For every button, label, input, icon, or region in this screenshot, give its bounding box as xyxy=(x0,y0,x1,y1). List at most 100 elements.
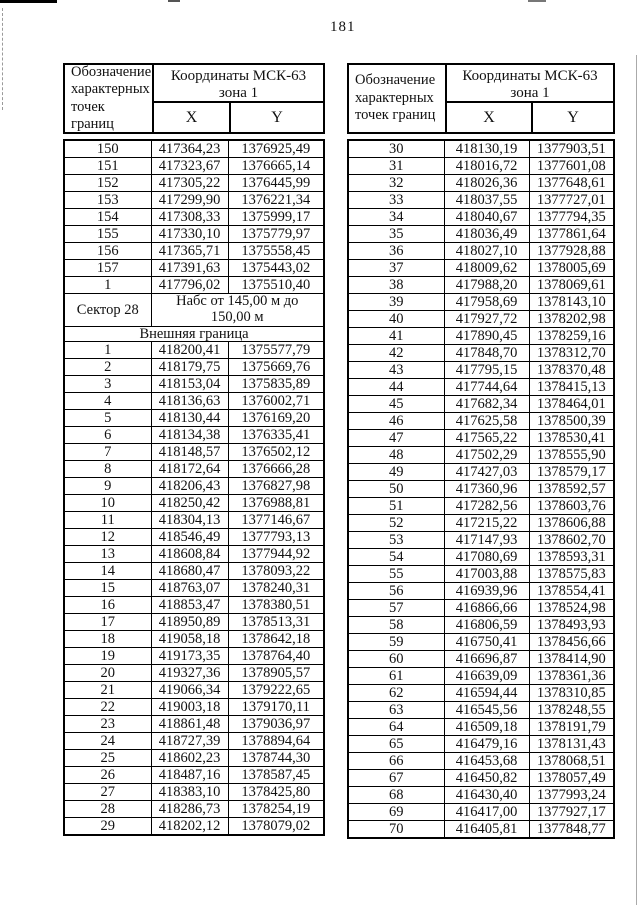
coord-x: 416939,96 xyxy=(443,582,530,600)
coord-x: 416453,68 xyxy=(443,752,530,770)
point-number: 47 xyxy=(347,429,445,447)
point-number: 20 xyxy=(63,664,152,683)
point-number: 150 xyxy=(63,139,152,158)
point-number: 44 xyxy=(347,378,445,396)
coord-x: 417330,10 xyxy=(150,225,229,243)
coord-x: 418206,43 xyxy=(150,477,229,496)
coord-x: 417360,96 xyxy=(443,480,530,498)
right-table-header: Обозначение характерных точек границ Коо… xyxy=(347,63,615,134)
point-number: 8 xyxy=(63,460,152,479)
section-header-row: Внешняя граница xyxy=(63,325,325,343)
right-table-body: 30 418130,19 1377903,51 31 418016,72 1377601,… xyxy=(347,139,615,839)
table-row: 21 419066,34 1379222,65 xyxy=(63,681,325,700)
table-row: 63 416545,56 1378248,55 xyxy=(347,701,615,719)
point-number: 64 xyxy=(347,718,445,736)
table-row: 39 417958,69 1378143,10 xyxy=(347,293,615,311)
coord-x: 417927,72 xyxy=(443,310,530,328)
table-row: 155 417330,10 1375779,97 xyxy=(63,225,325,243)
table-row: 56 416939,96 1378554,41 xyxy=(347,582,615,600)
page-number: 181 xyxy=(330,19,356,35)
coord-x: 418130,19 xyxy=(443,139,530,158)
coord-y: 1378254,19 xyxy=(227,800,325,819)
coord-x: 418763,07 xyxy=(150,579,229,598)
coord-x: 416405,81 xyxy=(443,820,530,839)
table-row: 28 418286,73 1378254,19 xyxy=(63,800,325,819)
coord-y: 1376925,49 xyxy=(227,139,325,158)
point-number: 155 xyxy=(63,225,152,243)
table-row: 68 416430,40 1377993,24 xyxy=(347,786,615,804)
coord-y: 1377848,77 xyxy=(528,820,615,839)
point-number: 35 xyxy=(347,225,445,243)
coord-x: 417890,45 xyxy=(443,327,530,345)
table-row: 37 418009,62 1378005,69 xyxy=(347,259,615,277)
left-table-bottom-section: 1 418200,41 1375577,79 2 418179,75 1375669,76… xyxy=(63,341,325,836)
coord-x: 418950,89 xyxy=(150,613,229,632)
coord-x: 418202,12 xyxy=(150,817,229,836)
point-number: 27 xyxy=(63,783,152,802)
table-row: 5 418130,44 1376169,20 xyxy=(63,409,325,428)
point-number: 152 xyxy=(63,174,152,192)
table-row: 8 418172,64 1376666,28 xyxy=(63,460,325,479)
coord-x: 417958,69 xyxy=(443,293,530,311)
coord-y: 1378554,41 xyxy=(528,582,615,600)
table-row: 17 418950,89 1378513,31 xyxy=(63,613,325,632)
point-number: 31 xyxy=(347,157,445,175)
coord-x: 418861,48 xyxy=(150,715,229,734)
table-row: 23 418861,48 1379036,97 xyxy=(63,715,325,734)
table-row: 14 418680,47 1378093,22 xyxy=(63,562,325,581)
coord-y: 1377793,13 xyxy=(227,528,325,547)
point-number: 25 xyxy=(63,749,152,768)
coord-y: 1378744,30 xyxy=(227,749,325,768)
coord-x: 418487,16 xyxy=(150,766,229,785)
point-number: 23 xyxy=(63,715,152,734)
coord-x: 418153,04 xyxy=(150,375,229,394)
coord-y: 1378068,51 xyxy=(528,752,615,770)
coord-y: 1378057,49 xyxy=(528,769,615,787)
table-row: 67 416450,82 1378057,49 xyxy=(347,769,615,787)
point-number: 153 xyxy=(63,191,152,209)
table-row: 30 418130,19 1377903,51 xyxy=(347,139,615,158)
coord-y: 1376221,34 xyxy=(227,191,325,209)
left-coordinate-table: Обозначение характерных точек границ Коо… xyxy=(63,63,325,837)
coord-x: 418172,64 xyxy=(150,460,229,479)
coord-y: 1376502,12 xyxy=(227,443,325,462)
coord-y: 1378524,98 xyxy=(528,599,615,617)
coord-x: 418134,38 xyxy=(150,426,229,445)
table-row: 27 418383,10 1378425,80 xyxy=(63,783,325,802)
table-row: 3 418153,04 1375835,89 xyxy=(63,375,325,394)
coord-y: 1377648,61 xyxy=(528,174,615,192)
table-row: 59 416750,41 1378456,66 xyxy=(347,633,615,651)
coord-x: 416417,00 xyxy=(443,803,530,821)
coord-y: 1378493,93 xyxy=(528,616,615,634)
coord-y: 1376827,98 xyxy=(227,477,325,496)
coord-x: 417744,64 xyxy=(443,378,530,396)
coord-x: 417391,63 xyxy=(150,259,229,277)
point-number: 19 xyxy=(63,647,152,666)
coord-x: 418026,36 xyxy=(443,174,530,192)
scan-artifact-top-tick xyxy=(168,0,180,2)
coord-y: 1378513,31 xyxy=(227,613,325,632)
table-row: 31 418016,72 1377601,08 xyxy=(347,157,615,175)
table-row: 47 417565,22 1378530,41 xyxy=(347,429,615,447)
coord-x: 418040,67 xyxy=(443,208,530,226)
coord-x: 418009,62 xyxy=(443,259,530,277)
coord-y: 1378642,18 xyxy=(227,630,325,649)
coord-y: 1378464,01 xyxy=(528,395,615,413)
coord-x: 419003,18 xyxy=(150,698,229,717)
point-number: 1 xyxy=(63,276,152,294)
coord-x: 417215,22 xyxy=(443,514,530,532)
scan-artifact-top-line xyxy=(0,0,57,3)
coord-y: 1378579,17 xyxy=(528,463,615,481)
coord-x: 417502,29 xyxy=(443,446,530,464)
table-row: 65 416479,16 1378131,43 xyxy=(347,735,615,753)
point-number: 16 xyxy=(63,596,152,615)
coord-y: 1378069,61 xyxy=(528,276,615,294)
scan-artifact-right-page-edge xyxy=(636,55,637,905)
coord-y: 1378575,83 xyxy=(528,565,615,583)
xy-header-row: X Y xyxy=(154,103,323,132)
point-number: 55 xyxy=(347,565,445,583)
coord-y: 1377601,08 xyxy=(528,157,615,175)
table-row: 15 418763,07 1378240,31 xyxy=(63,579,325,598)
coordinates-system-header: Координаты МСК-63 зона 1 xyxy=(447,65,613,103)
